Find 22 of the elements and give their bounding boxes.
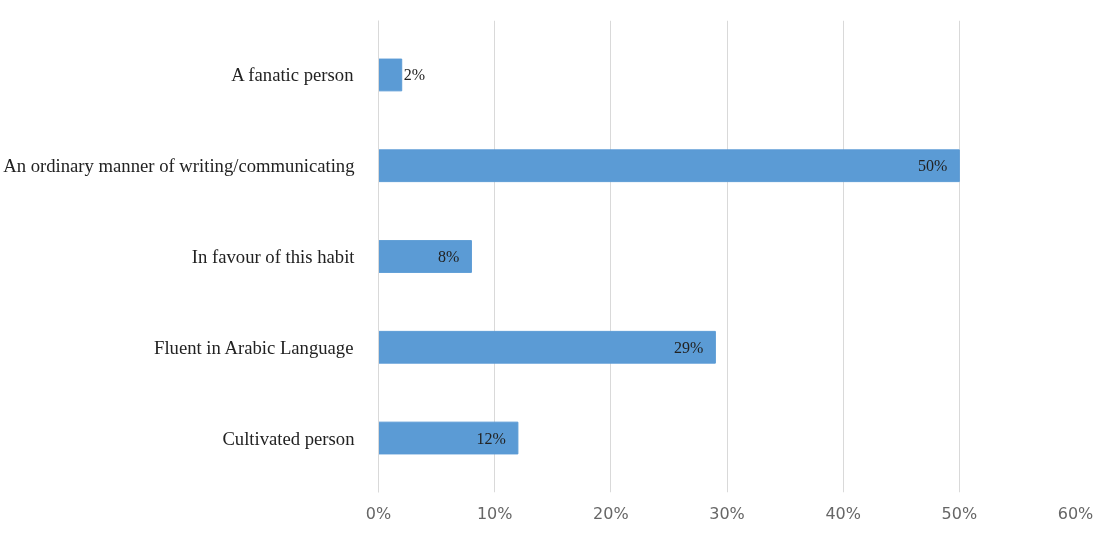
y-tick-label: A fanatic person bbox=[231, 64, 355, 86]
bar bbox=[378, 58, 403, 92]
x-tick-label: 60% bbox=[1057, 503, 1094, 523]
bar bbox=[378, 240, 472, 273]
x-tick-label: 0% bbox=[365, 503, 392, 523]
data-label: 2% bbox=[403, 66, 426, 84]
data-label: 29% bbox=[674, 338, 704, 356]
x-tick-label: 30% bbox=[709, 503, 745, 523]
bar bbox=[378, 421, 519, 455]
x-tick-label: 10% bbox=[476, 503, 513, 523]
bar bbox=[378, 149, 960, 183]
y-tick-label: Cultivated person bbox=[222, 427, 356, 449]
data-label: 12% bbox=[476, 429, 506, 447]
y-tick-label: In favour of this habit bbox=[191, 246, 356, 267]
data-label: 50% bbox=[918, 157, 948, 175]
x-tick-label: 40% bbox=[825, 503, 861, 523]
y-tick-label: Fluent in Arabic Language bbox=[154, 336, 354, 358]
x-tick-label: 50% bbox=[941, 503, 978, 523]
y-tick-label: An ordinary manner of writing/communicating bbox=[3, 155, 355, 177]
x-tick-label: 20% bbox=[593, 503, 629, 523]
bar bbox=[378, 330, 716, 364]
data-label: 8% bbox=[438, 248, 460, 265]
